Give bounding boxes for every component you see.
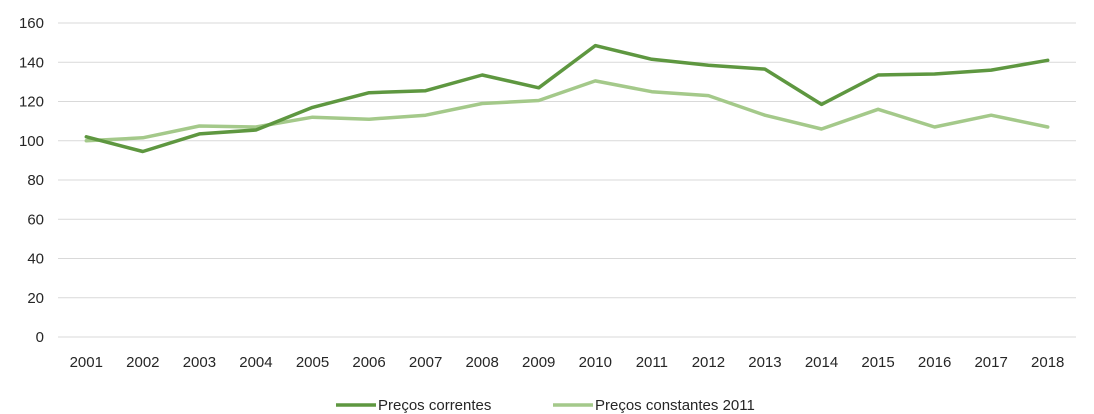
x-tick-label: 2016: [918, 354, 951, 371]
series-line-1: [84, 79, 1050, 143]
series-lines: [84, 43, 1050, 154]
x-tick-label: 2008: [465, 354, 498, 371]
x-tick-label: 2011: [636, 354, 668, 371]
x-tick-label: 2010: [579, 354, 612, 371]
legend: Preços correntes Preços constantes 2011: [336, 397, 755, 414]
x-tick-label: 2013: [748, 354, 781, 371]
y-tick-label: 60: [27, 211, 44, 228]
x-tick-label: 2015: [861, 354, 894, 371]
legend-label-1: Preços constantes 2011: [595, 397, 755, 414]
y-tick-label: 0: [36, 329, 44, 346]
x-tick-label: 2006: [352, 354, 385, 371]
x-tick-label: 2002: [126, 354, 159, 371]
x-tick-label: 2007: [409, 354, 442, 371]
x-tick-label: 2004: [239, 354, 272, 371]
series-line-0: [84, 43, 1050, 154]
x-tick-label: 2005: [296, 354, 329, 371]
y-tick-label: 100: [19, 133, 44, 150]
legend-label-0: Preços correntes: [378, 397, 491, 414]
x-tick-label: 2003: [183, 354, 216, 371]
x-tick-label: 2012: [692, 354, 725, 371]
x-tick-label: 2014: [805, 354, 838, 371]
y-tick-label: 160: [19, 15, 44, 32]
y-axis-tick-labels: 0 20 40 60 80 100 120 140 160: [19, 15, 44, 346]
y-tick-label: 40: [27, 251, 44, 268]
y-tick-label: 140: [19, 54, 44, 71]
x-tick-label: 2009: [522, 354, 555, 371]
x-tick-label: 2017: [974, 354, 1007, 371]
gridlines: [58, 22, 1076, 338]
x-tick-label: 2001: [70, 354, 103, 371]
y-tick-label: 80: [27, 172, 44, 189]
x-tick-label: 2018: [1031, 354, 1064, 371]
y-tick-label: 120: [19, 94, 44, 111]
y-tick-label: 20: [27, 290, 44, 307]
x-axis-tick-labels: 2001 2002 2003 2004 2005 2006 2007 2008 2009 2010…: [70, 354, 1065, 371]
